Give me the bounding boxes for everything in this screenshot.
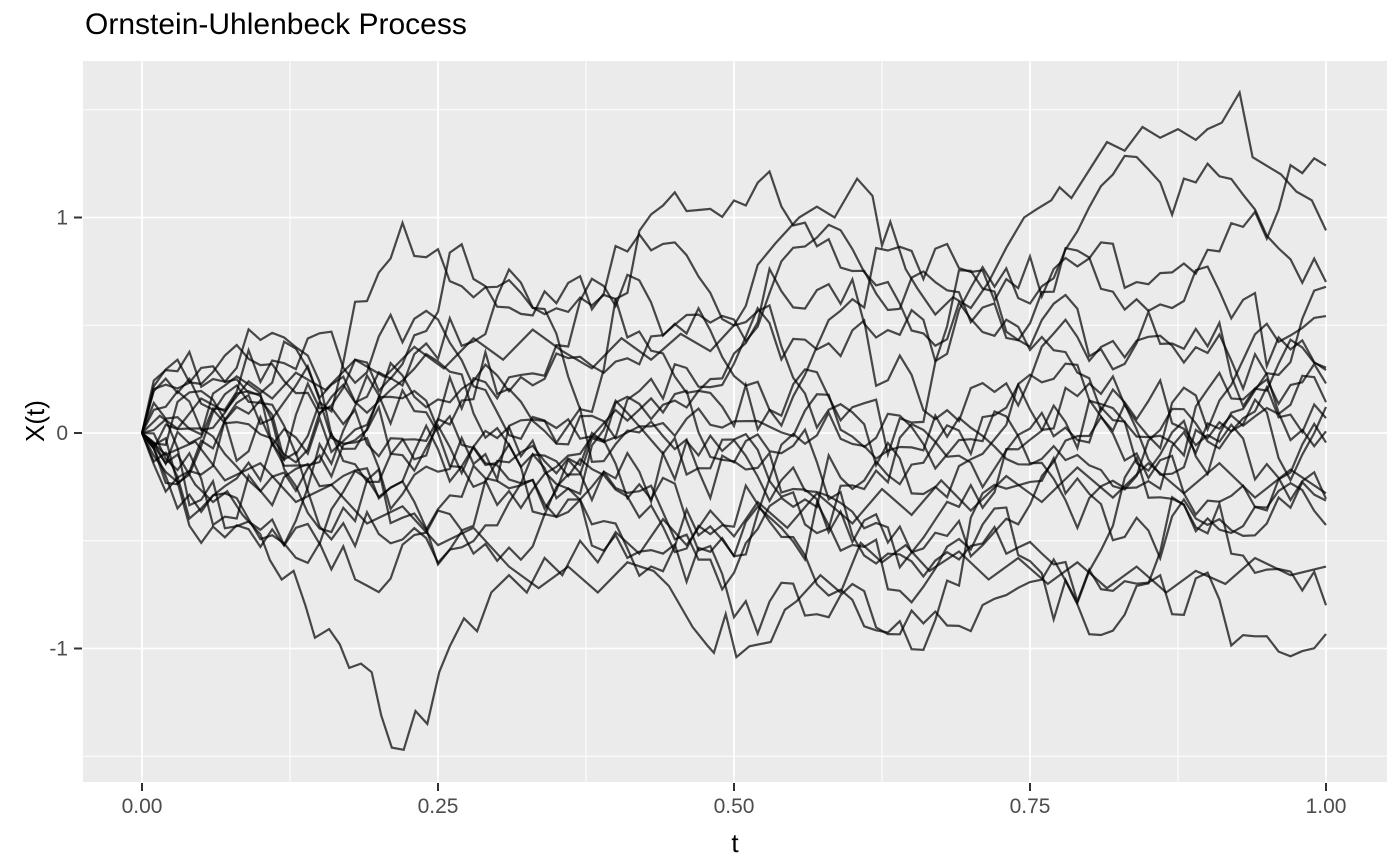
y-tick-label: 0	[56, 422, 68, 445]
mid-dip-path	[141, 432, 1327, 660]
x-tick-label: 1.00	[1306, 795, 1347, 818]
x-tick-label: 0.25	[418, 795, 459, 818]
y-tick-label: -1	[49, 638, 68, 661]
ou-sample-path	[140, 306, 1327, 517]
y-tick-label: 1	[56, 207, 68, 230]
y-axis-title: X(t)	[20, 400, 50, 442]
ou-sample-path	[141, 384, 1327, 594]
ou-sample-path	[141, 363, 1328, 637]
ou-sample-path	[140, 156, 1327, 464]
chart-title: Ornstein-Uhlenbeck Process	[85, 8, 467, 41]
ou-sample-path	[141, 389, 1327, 624]
ou-sample-path	[140, 269, 1327, 494]
ou-sample-path	[141, 285, 1327, 535]
high-excursion-path	[141, 89, 1327, 434]
x-tick-label: 0.50	[714, 795, 755, 818]
ou-sample-path	[140, 340, 1327, 652]
series-group	[140, 89, 1328, 752]
x-axis-title: t	[731, 828, 739, 858]
x-tick-label: 0.00	[122, 795, 163, 818]
x-tick-label: 0.75	[1010, 795, 1051, 818]
ou-sample-path	[140, 347, 1327, 531]
deep-dip-path	[141, 432, 1327, 752]
